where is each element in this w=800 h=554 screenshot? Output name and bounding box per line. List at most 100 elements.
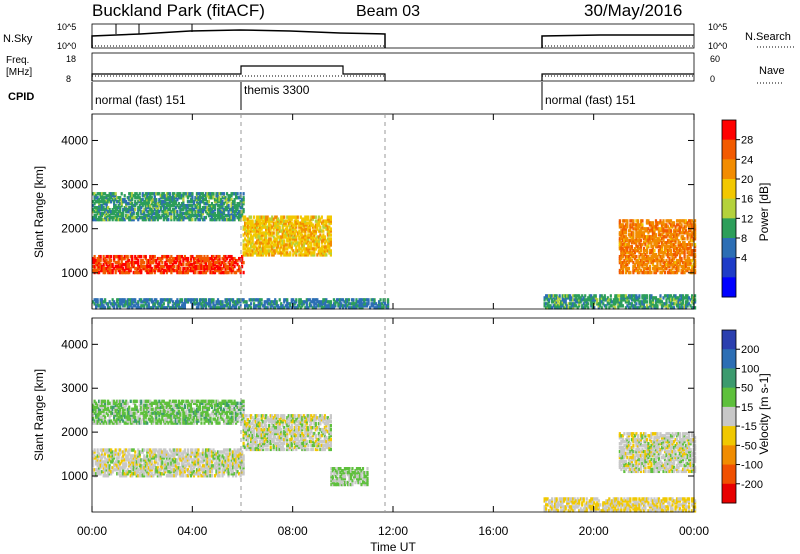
heatmap-cell	[240, 204, 244, 208]
heatmap-cell	[618, 260, 621, 265]
heatmap-cell	[102, 200, 105, 204]
heatmap-cell	[201, 256, 205, 261]
heatmap-cell	[656, 300, 659, 304]
heatmap-cell	[137, 217, 140, 222]
heatmap-cell	[626, 243, 629, 247]
heatmap-cell	[131, 217, 134, 222]
heatmap-cell	[295, 300, 298, 304]
heatmap-cell	[143, 458, 146, 462]
heatmap-cell	[119, 207, 122, 212]
heatmap-cell	[319, 304, 322, 308]
heatmap-cell	[298, 245, 301, 249]
heatmap-cell	[244, 227, 247, 231]
heatmap-cell	[105, 254, 108, 259]
heatmap-cell	[638, 247, 641, 251]
heatmap-cell	[234, 194, 238, 198]
heatmap-cell	[120, 266, 123, 271]
heatmap-cell	[257, 300, 260, 304]
heatmap-cell	[648, 264, 652, 269]
heatmap-cell	[242, 192, 245, 196]
heatmap-cell	[680, 249, 683, 253]
heatmap-cell	[161, 194, 164, 198]
heatmap-cell	[159, 466, 162, 470]
heatmap-cell	[95, 213, 98, 218]
heatmap-cell	[656, 239, 659, 243]
heatmap-cell	[191, 207, 194, 212]
heatmap-cell	[182, 268, 185, 273]
heatmap-cell	[683, 237, 686, 241]
heatmap-cell	[225, 304, 229, 308]
heatmap-cell	[113, 266, 116, 271]
heatmap-cell	[168, 298, 171, 302]
heatmap-cell	[207, 264, 211, 269]
heatmap-cell	[225, 213, 229, 218]
heatmap-cell	[126, 215, 129, 220]
heatmap-cell	[177, 256, 180, 261]
heatmap-cell	[123, 262, 126, 267]
heatmap-cell	[227, 213, 230, 218]
heatmap-cell	[689, 237, 692, 241]
heatmap-cell	[618, 256, 621, 261]
heatmap-cell	[167, 452, 170, 456]
heatmap-cell	[277, 223, 280, 227]
heatmap-cell	[170, 470, 173, 474]
heatmap-cell	[227, 198, 230, 202]
heatmap-cell	[660, 237, 664, 241]
nave-tick-bottom: 0	[710, 74, 715, 84]
heatmap-cell	[280, 251, 283, 255]
heatmap-cell	[113, 211, 116, 216]
heatmap-cell	[176, 268, 179, 273]
heatmap-cell	[623, 227, 626, 231]
heatmap-cell	[344, 306, 348, 310]
heatmap-cell	[153, 270, 156, 275]
heatmap-cell	[633, 249, 636, 253]
heatmap-cell	[669, 249, 673, 253]
heatmap-cell	[119, 256, 122, 261]
heatmap-cell	[141, 215, 144, 220]
heatmap-cell	[624, 229, 627, 233]
heatmap-cell	[245, 225, 248, 229]
heatmap-cell	[240, 209, 244, 214]
heatmap-cell	[302, 245, 305, 249]
heatmap-cell	[359, 306, 363, 310]
heatmap-cell	[101, 298, 104, 302]
heatmap-cell	[119, 198, 122, 202]
heatmap-cell	[128, 207, 131, 212]
heatmap-cell	[186, 450, 190, 454]
heatmap-cell	[263, 217, 266, 221]
heatmap-cell	[197, 452, 200, 456]
heatmap-cell	[323, 300, 326, 304]
heatmap-cell	[648, 221, 652, 225]
heatmap-cell	[328, 219, 331, 223]
heatmap-cell	[621, 229, 624, 233]
heatmap-cell	[119, 266, 122, 271]
heatmap-cell	[651, 239, 655, 243]
heatmap-cell	[186, 300, 190, 304]
heatmap-cell	[334, 304, 337, 308]
heatmap-cell	[680, 264, 683, 269]
heatmap-cell	[299, 231, 302, 235]
heatmap-cell	[125, 254, 128, 259]
heatmap-cell	[159, 306, 162, 310]
heatmap-cell	[123, 256, 126, 261]
heatmap-cell	[284, 247, 287, 251]
heatmap-cell	[221, 211, 224, 216]
heatmap-cell	[260, 249, 263, 253]
heatmap-cell	[113, 256, 116, 261]
heatmap-cell	[152, 448, 155, 452]
heatmap-cell	[141, 468, 144, 472]
heatmap-cell	[92, 452, 95, 456]
heatmap-cell	[332, 304, 335, 308]
heatmap-cell	[174, 215, 177, 220]
heatmap-cell	[323, 306, 326, 310]
heatmap-cell	[120, 456, 123, 460]
heatmap-cell	[213, 260, 217, 265]
heatmap-cell	[210, 202, 214, 206]
heatmap-cell	[283, 243, 286, 247]
heatmap-cell	[150, 260, 153, 265]
heatmap-cell	[290, 245, 293, 249]
heatmap-cell	[104, 260, 107, 265]
heatmap-cell	[630, 258, 633, 263]
heatmap-cell	[108, 464, 111, 468]
heatmap-cell	[659, 227, 662, 231]
